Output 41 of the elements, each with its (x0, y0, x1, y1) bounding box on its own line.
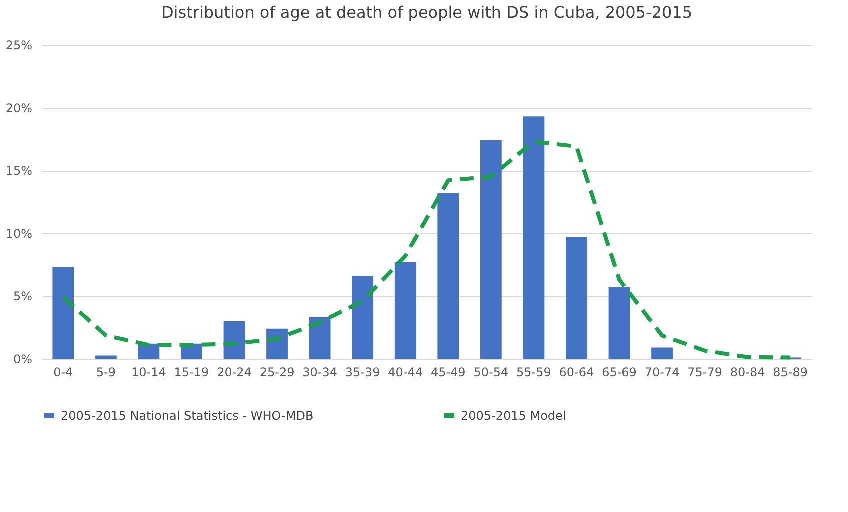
bar (523, 116, 545, 359)
bar (394, 262, 416, 359)
bar (608, 287, 630, 359)
x-tick-label: 45-49 (430, 366, 466, 380)
bar (480, 140, 502, 359)
y-tick-label: 0% (13, 352, 32, 366)
bar (309, 318, 331, 359)
x-tick-label: 55-59 (516, 366, 552, 380)
legend-label: 2005-2015 Model (461, 408, 566, 423)
x-tick-label: 70-74 (644, 366, 680, 380)
x-tick-label: 0-4 (54, 366, 74, 380)
x-tick-label: 65-69 (602, 366, 637, 380)
line-series (61, 140, 793, 360)
x-tick-label: 85-89 (773, 366, 808, 380)
x-tick-label: 75-79 (688, 366, 722, 380)
bar (266, 328, 288, 359)
x-tick-label: 80-84 (730, 366, 766, 380)
bar (352, 276, 374, 359)
legend-label: 2005-2015 National Statistics - WHO-MDB (61, 408, 314, 423)
bar (95, 356, 117, 359)
x-tick-label: 5-9 (96, 366, 116, 380)
x-tick-label: 60-64 (559, 366, 594, 380)
x-tick-label: 10-14 (132, 366, 166, 380)
chart-title: Distribution of age at death of people with DS in Cuba, 2005-2015 (161, 3, 693, 22)
bar (438, 193, 460, 359)
bar (224, 321, 246, 359)
y-tick-label: 20% (6, 101, 32, 116)
x-tick-label: 40-44 (388, 366, 424, 380)
bar (652, 348, 673, 359)
x-tick-label: 15-19 (174, 366, 210, 380)
y-tick-label: 5% (13, 290, 32, 304)
y-tick-label: 10% (6, 226, 32, 241)
bar (566, 237, 588, 359)
y-tick-label: 25% (6, 38, 32, 52)
x-tick-label: 30-34 (302, 366, 338, 380)
bar (52, 267, 74, 359)
x-tick-label: 50-54 (474, 366, 509, 380)
x-tick-label: 25-29 (260, 366, 295, 380)
x-tick-label: 20-24 (217, 366, 252, 380)
x-tick-label: 35-39 (345, 366, 380, 380)
y-tick-label: 15% (6, 164, 32, 178)
